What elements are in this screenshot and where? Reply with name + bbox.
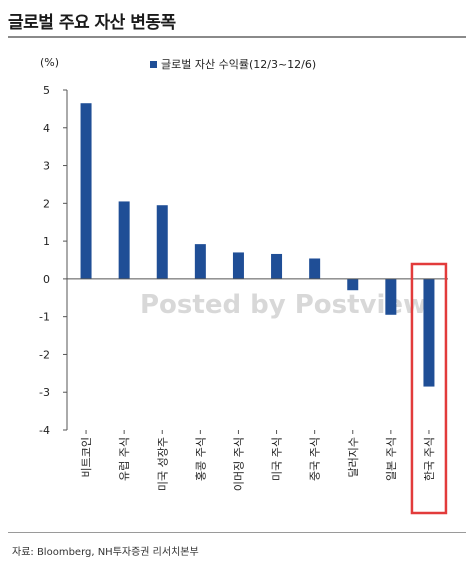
y-tick-label: -2 (39, 348, 50, 361)
legend-label: 글로벌 자산 수익률(12/3~12/6) (161, 58, 316, 71)
category-label: 한국 주식 (423, 437, 436, 481)
watermark: Posted by Postview (140, 290, 427, 320)
y-tick-label: 5 (43, 84, 50, 97)
bar-1 (80, 103, 92, 279)
bar-5 (232, 252, 244, 279)
y-axis-unit: (%) (40, 56, 59, 69)
chart-title: 글로벌 주요 자산 변동폭 (8, 13, 176, 33)
bar-8 (347, 278, 359, 291)
category-label: 미국 주식 (271, 437, 284, 481)
category-label: 중국 주식 (309, 437, 322, 481)
category-label: 달러지수 (347, 437, 360, 477)
y-tick-label: 3 (43, 160, 50, 173)
bar-3 (156, 205, 168, 279)
y-tick-label: 4 (43, 122, 50, 135)
title-divider (8, 36, 466, 38)
y-tick-label: -1 (39, 311, 50, 324)
bar-4 (194, 244, 206, 279)
bar-2 (118, 201, 130, 279)
bar-9 (385, 278, 397, 315)
y-tick-label: 0 (43, 273, 50, 286)
category-label: 비트코인 (80, 437, 93, 477)
bar-7 (309, 258, 321, 279)
y-tick-label: 1 (43, 235, 50, 248)
y-tick-label: 2 (43, 197, 50, 210)
y-tick-label: -3 (39, 386, 50, 399)
bar-10 (423, 278, 435, 387)
bar-6 (271, 253, 283, 279)
source-note: 자료: Bloomberg, NH투자증권 리서치본부 (12, 547, 199, 558)
category-label: 홍콩 주식 (193, 437, 207, 481)
footer-divider (8, 532, 466, 533)
highlight-box (410, 262, 448, 515)
category-label: 유럽 주식 (117, 437, 131, 481)
category-label: 이머징 주식 (232, 437, 245, 491)
y-tick-label: -4 (39, 424, 50, 437)
legend-swatch (150, 61, 157, 68)
category-label: 미국 성장주 (156, 437, 169, 491)
category-label: 일본 주식 (384, 437, 398, 481)
